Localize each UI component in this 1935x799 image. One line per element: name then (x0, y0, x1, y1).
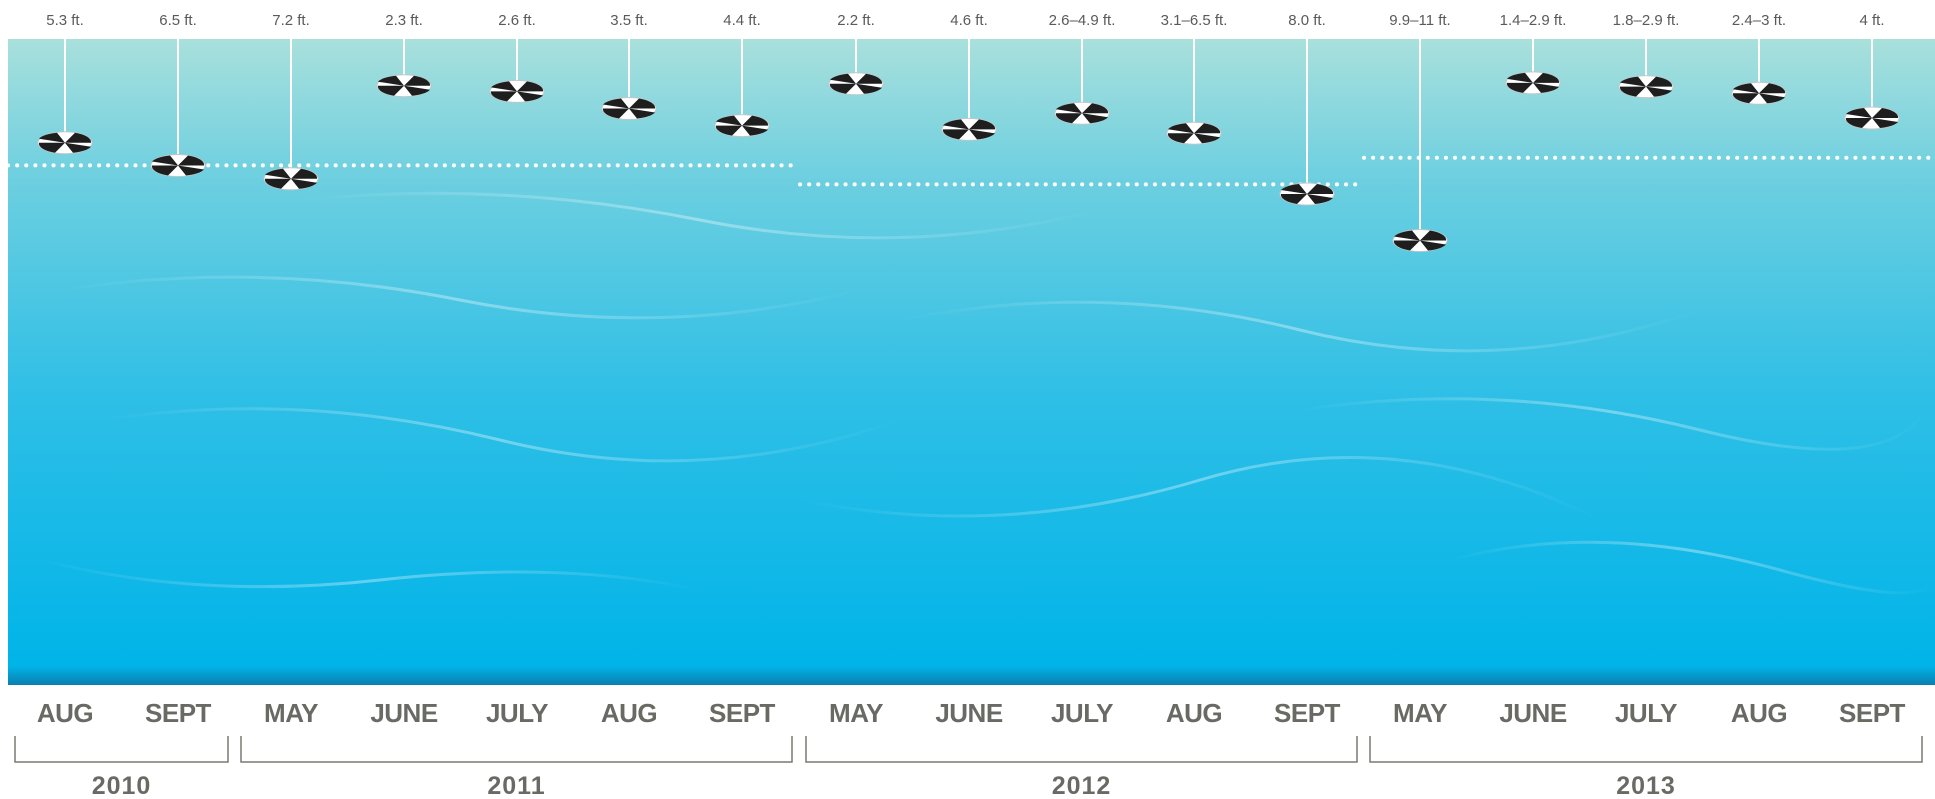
depth-labels: 5.3 ft. 6.5 ft. 7.2 ft. 2.3 ft. 2.6 ft. 3.5 f… (46, 12, 1884, 29)
month-label: AUG (601, 698, 657, 728)
depth-label: 4.4 ft. (723, 12, 761, 29)
year-label: 2013 (1616, 772, 1676, 799)
secchi-disk (150, 154, 206, 177)
secchi-disk (601, 97, 657, 120)
secchi-disk (1166, 121, 1222, 145)
average-depth-lines (6, 155, 1935, 187)
secchi-disk (37, 131, 93, 155)
month-labels: AUG SEPT MAY JUNE JULY AUG SEPT MAY JUNE JULY AUG S… (37, 698, 1906, 728)
year-bracket: 2013 (1369, 736, 1923, 799)
depth-label: 1.8–2.9 ft. (1613, 12, 1680, 29)
month-label: MAY (1393, 698, 1447, 728)
water-background (8, 39, 1935, 685)
secchi-disk (714, 114, 770, 138)
month-label: JUNE (935, 698, 1003, 728)
month-label: JULY (1051, 698, 1113, 728)
month-label: JULY (1615, 698, 1677, 728)
year-label: 2010 (92, 772, 152, 799)
month-label: SEPT (1839, 698, 1906, 728)
month-label: SEPT (709, 698, 776, 728)
depth-label: 8.0 ft. (1288, 12, 1326, 29)
secchi-disk (376, 74, 432, 98)
year-bracket: 2012 (805, 736, 1358, 799)
year-bracket: 2010 (14, 736, 229, 799)
depth-label: 2.6 ft. (498, 12, 536, 29)
month-label: JUNE (1499, 698, 1567, 728)
secchi-disk (1279, 182, 1335, 206)
secchi-disk (1054, 101, 1110, 125)
secchi-disk (1618, 75, 1674, 99)
depth-label: 3.1–6.5 ft. (1161, 12, 1228, 29)
depth-label: 1.4–2.9 ft. (1500, 12, 1567, 29)
disk-strings (64, 39, 1873, 231)
month-label: JULY (486, 698, 548, 728)
depth-label: 2.6–4.9 ft. (1049, 12, 1116, 29)
year-label: 2011 (487, 772, 545, 799)
depth-label: 5.3 ft. (46, 12, 84, 29)
secchi-disks (37, 71, 1900, 253)
depth-label: 2.2 ft. (837, 12, 875, 29)
month-label: AUG (1731, 698, 1787, 728)
year-label: 2012 (1052, 772, 1112, 799)
depth-label: 3.5 ft. (610, 12, 648, 29)
month-label: JUNE (370, 698, 438, 728)
depth-label: 2.4–3 ft. (1732, 12, 1786, 29)
secchi-disk (1392, 229, 1448, 253)
depth-label: 9.9–11 ft. (1389, 12, 1450, 29)
year-brackets: 2010 2011 2012 2013 (14, 736, 1923, 799)
year-bracket: 2011 (240, 736, 793, 799)
depth-label: 7.2 ft. (272, 12, 310, 29)
secchi-disk (489, 79, 545, 103)
month-label: MAY (264, 698, 318, 728)
secchi-disk (828, 72, 884, 96)
secchi-disk (263, 167, 319, 191)
secchi-disk (1844, 106, 1900, 130)
water-ripples (39, 191, 1935, 595)
secchi-disk (1731, 81, 1787, 105)
depth-label: 4.6 ft. (950, 12, 988, 29)
secchi-disk (941, 117, 997, 141)
depth-label: 4 ft. (1859, 12, 1884, 29)
month-label: AUG (37, 698, 93, 728)
month-label: SEPT (145, 698, 212, 728)
month-label: SEPT (1274, 698, 1341, 728)
month-label: AUG (1166, 698, 1222, 728)
depth-label: 2.3 ft. (385, 12, 423, 29)
month-label: MAY (829, 698, 883, 728)
secchi-disk (1505, 71, 1561, 95)
depth-label: 6.5 ft. (159, 12, 197, 29)
